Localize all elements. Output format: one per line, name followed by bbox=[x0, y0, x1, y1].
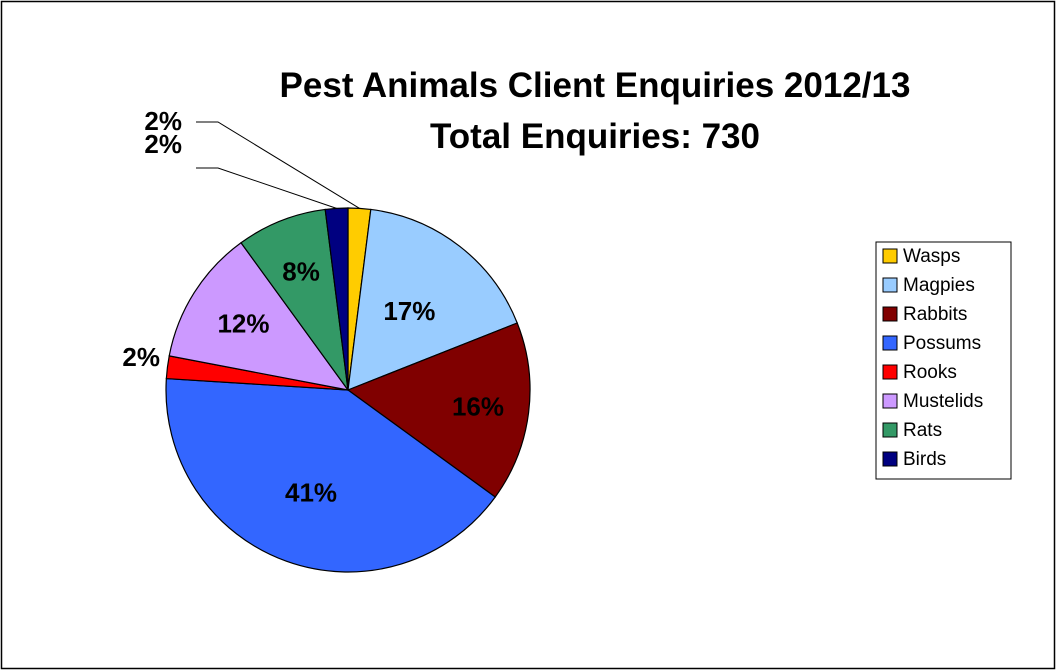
pie-slices bbox=[166, 208, 530, 572]
legend-label-wasps: Wasps bbox=[903, 246, 960, 267]
legend-swatch-mustelids bbox=[883, 394, 897, 408]
slice-label-possums: 41% bbox=[285, 478, 337, 508]
legend-label-mustelids: Mustelids bbox=[903, 391, 983, 412]
legend-swatch-birds bbox=[883, 452, 897, 466]
legend-swatch-rabbits bbox=[883, 307, 897, 321]
legend-label-rabbits: Rabbits bbox=[903, 304, 967, 325]
chart-title: Pest Animals Client Enquiries 2012/13 bbox=[280, 66, 911, 105]
slice-label-rooks: 2% bbox=[122, 342, 160, 372]
legend-swatch-rooks bbox=[883, 365, 897, 379]
slice-label-magpies: 17% bbox=[383, 296, 435, 326]
slice-label-rabbits: 16% bbox=[452, 391, 504, 421]
legend-label-possums: Possums bbox=[903, 333, 981, 354]
legend-swatch-possums bbox=[883, 336, 897, 350]
legend-swatch-rats bbox=[883, 423, 897, 437]
legend-swatch-magpies bbox=[883, 278, 897, 292]
legend-label-rats: Rats bbox=[903, 420, 942, 441]
slice-label-birds: 2% bbox=[144, 129, 182, 159]
legend-label-birds: Birds bbox=[903, 449, 946, 470]
legend-swatch-wasps bbox=[883, 249, 897, 263]
legend-label-rooks: Rooks bbox=[903, 362, 957, 383]
legend: Wasps Magpies Rabbits Possums Rooks Mustelids… bbox=[876, 242, 1011, 479]
chart-subtitle: Total Enquiries: 730 bbox=[430, 117, 760, 156]
legend-label-magpies: Magpies bbox=[903, 275, 975, 296]
slice-label-rats: 8% bbox=[282, 257, 320, 287]
slice-label-mustelids: 12% bbox=[217, 309, 269, 339]
